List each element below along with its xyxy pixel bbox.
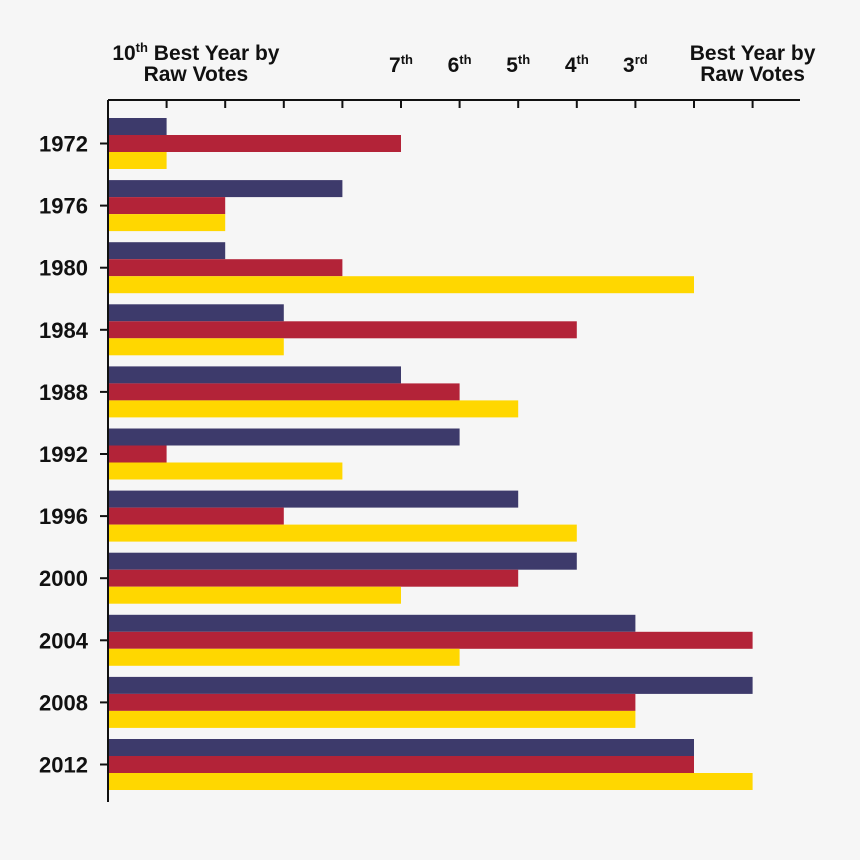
bar-1992-series-2: [108, 445, 167, 463]
bar-1996-series-1: [108, 490, 519, 508]
y-label-2004: 2004: [39, 628, 89, 653]
bar-2004-series-3: [108, 648, 460, 666]
bar-2004-series-1: [108, 614, 636, 632]
bar-1984-series-2: [108, 321, 577, 339]
x-tick-labels: 10th Best Year by Raw Votes 7th 6th 5th 4th 3r…: [112, 40, 815, 86]
bars-group: [108, 118, 753, 790]
y-label-1992: 1992: [39, 442, 88, 467]
bar-1980-series-3: [108, 276, 694, 294]
y-label-2000: 2000: [39, 566, 88, 591]
bar-1992-series-3: [108, 462, 343, 480]
y-label-2008: 2008: [39, 690, 88, 715]
bar-1976-series-1: [108, 180, 343, 198]
bar-1988-series-3: [108, 400, 519, 418]
bar-1984-series-3: [108, 338, 284, 356]
y-label-1980: 1980: [39, 256, 88, 281]
x-label-2: 6th: [448, 52, 472, 77]
x-label-4: 4th: [565, 52, 589, 77]
bar-1996-series-3: [108, 524, 577, 542]
y-label-2012: 2012: [39, 753, 88, 778]
bar-1984-series-1: [108, 304, 284, 322]
bar-1980-series-1: [108, 242, 226, 260]
x-label-1: 7th: [389, 52, 413, 77]
bar-2012-series-1: [108, 739, 694, 756]
bar-2008-series-3: [108, 710, 636, 728]
y-label-1984: 1984: [39, 318, 89, 343]
bar-1972-series-3: [108, 152, 167, 169]
y-label-1988: 1988: [39, 380, 88, 405]
y-tick-labels: 1972 1976 1980 1984 1988 1992 1996 2000 2004 2008…: [39, 132, 89, 778]
x-label-0: 10th Best Year by Raw Votes: [112, 40, 279, 86]
bar-2008-series-2: [108, 693, 636, 711]
bar-1976-series-3: [108, 214, 226, 232]
bar-2012-series-3: [108, 773, 753, 790]
bar-2000-series-1: [108, 552, 577, 570]
bar-2004-series-2: [108, 631, 753, 649]
bar-2008-series-1: [108, 676, 753, 694]
bar-1972-series-2: [108, 135, 401, 152]
x-label-6: Best Year by Raw Votes: [690, 42, 816, 86]
bar-1988-series-2: [108, 383, 460, 401]
bar-1972-series-1: [108, 118, 167, 135]
bar-1996-series-2: [108, 507, 284, 525]
y-label-1996: 1996: [39, 504, 88, 529]
x-label-5: 3rd: [623, 52, 648, 77]
x-label-3: 5th: [506, 52, 530, 77]
bar-2000-series-3: [108, 586, 401, 604]
y-label-1976: 1976: [39, 194, 88, 219]
bar-1980-series-2: [108, 259, 343, 277]
bar-1988-series-1: [108, 366, 401, 384]
bar-2000-series-2: [108, 569, 519, 587]
bar-2012-series-2: [108, 756, 694, 773]
axes-group: [100, 99, 800, 802]
bar-1976-series-2: [108, 197, 226, 215]
y-label-1972: 1972: [39, 132, 88, 157]
bar-1992-series-1: [108, 428, 460, 446]
